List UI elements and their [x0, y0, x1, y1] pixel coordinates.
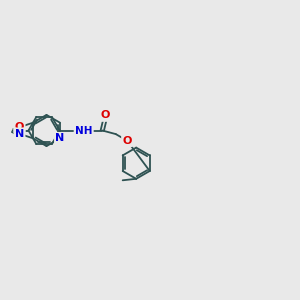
- Text: O: O: [100, 110, 110, 121]
- Text: N: N: [15, 129, 24, 139]
- Text: O: O: [15, 122, 24, 132]
- Text: N: N: [56, 133, 64, 143]
- Text: NH: NH: [75, 125, 92, 136]
- Text: O: O: [122, 136, 132, 146]
